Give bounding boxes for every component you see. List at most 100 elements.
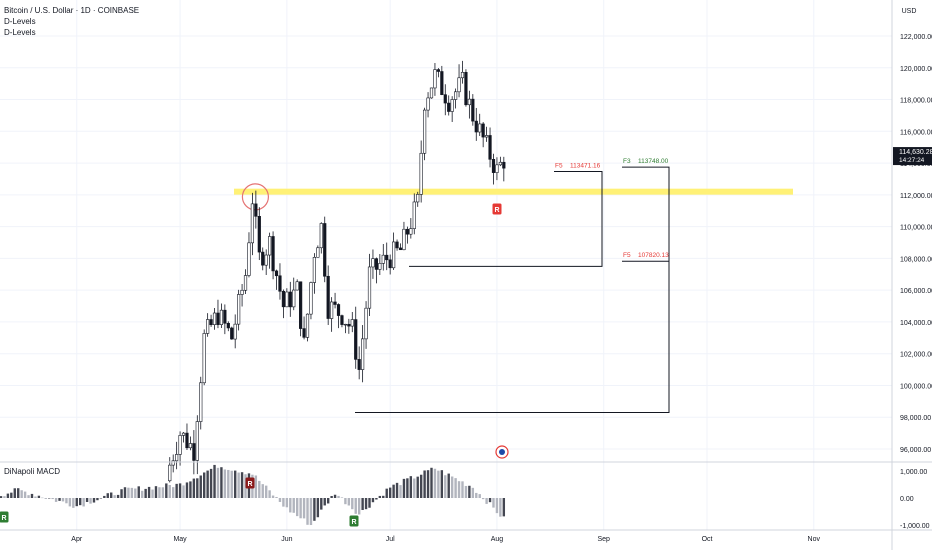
candle-down [385, 254, 389, 261]
candle-down [299, 281, 303, 329]
time-tick-label: Apr [71, 536, 83, 543]
macd-bar [413, 478, 416, 498]
candle-down [405, 228, 409, 235]
time-tick-label: Nov [808, 536, 821, 543]
macd-bar [151, 489, 154, 498]
price-tick-label: 118,000.00 [900, 98, 932, 105]
macd-bar [168, 484, 171, 498]
macd-bar [206, 470, 209, 498]
event-badge-core [499, 449, 505, 455]
candle-up [168, 464, 172, 482]
candle-up [188, 443, 193, 449]
candle-down [374, 258, 378, 270]
candle-down [323, 223, 327, 277]
candle-up [264, 254, 268, 266]
macd-bar [178, 483, 182, 498]
macd-bar [182, 485, 185, 498]
candle-up [247, 242, 251, 276]
macd-bar [499, 498, 502, 517]
macd-bar [299, 498, 302, 519]
macd-histogram [0, 464, 506, 526]
macd-bar [165, 483, 168, 498]
candle-down [274, 270, 279, 277]
macd-bar [488, 498, 492, 503]
macd-bar [502, 498, 506, 517]
indicator-d-levels-1[interactable]: D-Levels [4, 17, 36, 26]
macd-tick-label: 1,000.00 [900, 469, 927, 476]
candle-up [392, 241, 396, 269]
macd-bar [292, 498, 295, 513]
candle-down [333, 301, 337, 305]
level-tag: F5 [555, 162, 563, 169]
macd-bar [478, 494, 481, 498]
candle-up [250, 203, 255, 244]
candle-up [350, 319, 354, 327]
macd-bar [337, 495, 340, 498]
macd-bar [161, 487, 165, 498]
candle-up [178, 435, 182, 455]
macd-bar [430, 467, 433, 498]
time-tick-label: May [173, 536, 187, 543]
macd-bar [295, 498, 299, 517]
macd-bar [17, 488, 20, 498]
macd-bar [175, 483, 178, 498]
countdown-label: 14:27:24 [899, 157, 925, 164]
candle-down [192, 443, 196, 461]
macd-bar [388, 487, 392, 498]
macd-bar [185, 482, 189, 498]
macd-indicator-title[interactable]: DiNapoli MACD [4, 467, 61, 476]
candle-up [237, 294, 241, 325]
candle-down [436, 69, 440, 72]
macd-bar [23, 491, 27, 498]
candle-down [447, 102, 451, 112]
symbol-title[interactable]: Bitcoin / U.S. Dollar · 1D · COINBASE [4, 6, 140, 15]
candle-up [343, 323, 347, 326]
macd-bar [106, 493, 109, 498]
price-tick-label: 116,000.00 [900, 129, 932, 136]
macd-bar [278, 498, 282, 502]
macd-bar [127, 487, 130, 498]
candle-up [202, 333, 206, 384]
macd-bar [196, 478, 199, 498]
macd-bar [268, 490, 271, 498]
macd-bar [6, 493, 10, 498]
macd-bar [240, 472, 244, 498]
candle-up [478, 123, 482, 133]
current-price-tag [893, 147, 932, 166]
level-value: 113748.00 [638, 158, 669, 165]
candle-up [454, 91, 458, 100]
macd-bar [20, 490, 23, 498]
macd-bar [395, 482, 399, 498]
candle-down [254, 203, 258, 217]
macd-bar [271, 495, 275, 498]
macd-bar [351, 498, 354, 510]
macd-bar [227, 469, 230, 498]
macd-bar [171, 487, 175, 498]
macd-bar [10, 492, 13, 498]
macd-bar [37, 495, 41, 498]
macd-bar [437, 470, 440, 498]
price-tick-label: 110,000.00 [900, 225, 932, 232]
chart-legend: Bitcoin / U.S. Dollar · 1D · COINBASE D-… [4, 5, 139, 38]
macd-bar [402, 478, 406, 498]
macd-bar [433, 468, 437, 498]
candle-up [240, 289, 244, 295]
macd-bar [289, 498, 292, 513]
macd-bar [354, 498, 357, 514]
indicator-d-levels-2[interactable]: D-Levels [4, 28, 36, 37]
macd-bar [464, 485, 468, 498]
candle-up [181, 432, 186, 436]
candle-up [450, 99, 454, 112]
macd-bar [275, 496, 278, 498]
macd-bar [72, 498, 75, 508]
candle-up [485, 135, 489, 138]
candle-down [185, 432, 189, 449]
candle-down [271, 236, 275, 272]
candle-up [402, 228, 406, 251]
macd-bar [116, 494, 120, 498]
currency-button[interactable]: USD [901, 8, 917, 15]
grid [0, 0, 892, 530]
candle-up [429, 87, 434, 99]
macd-bar [220, 467, 223, 498]
